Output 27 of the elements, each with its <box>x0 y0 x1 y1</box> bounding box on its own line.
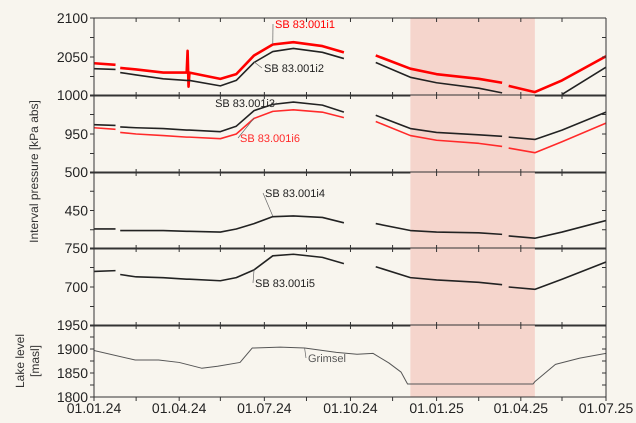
y-tick-label: 2100 <box>56 10 88 26</box>
x-tick-label: 01.07.24 <box>237 400 292 416</box>
series-label: SB 83.001i6 <box>240 133 300 145</box>
series-label: SB 83.001i5 <box>255 278 315 290</box>
y-tick-label: 1950 <box>56 316 88 333</box>
x-tick-label: 01.04.24 <box>152 400 207 416</box>
series-label: Grimsel <box>308 353 346 365</box>
y-axis-title: Interval pressure [kPa abs] <box>27 100 41 243</box>
y-tick-label: 2050 <box>56 48 88 65</box>
y-tick-label: 500 <box>64 164 88 180</box>
y-tick-label: 1850 <box>56 364 88 381</box>
x-tick-label: 01.10.24 <box>323 400 378 416</box>
y-tick-label: 450 <box>64 202 88 218</box>
series-label: SB 83.001i2 <box>264 63 324 75</box>
y-tick-label: 700 <box>64 278 88 295</box>
x-tick-label: 01.07.25 <box>578 400 634 416</box>
x-tick-label: 01.01.25 <box>409 400 464 416</box>
x-tick-label: 01.04.25 <box>494 400 548 416</box>
y-tick-label: 750 <box>64 240 88 256</box>
series-label: SB 83.001i3 <box>215 98 275 110</box>
y-tick-label: 950 <box>64 126 88 142</box>
y-tick-label: 1900 <box>56 340 88 357</box>
series-label: SB 83.001i1 <box>275 19 335 31</box>
y-tick-label: 1000 <box>56 86 88 103</box>
series-label: SB 83.001i4 <box>265 188 325 200</box>
line-series <box>94 346 606 385</box>
y-axis-title: Lake level [masl] <box>13 334 42 388</box>
